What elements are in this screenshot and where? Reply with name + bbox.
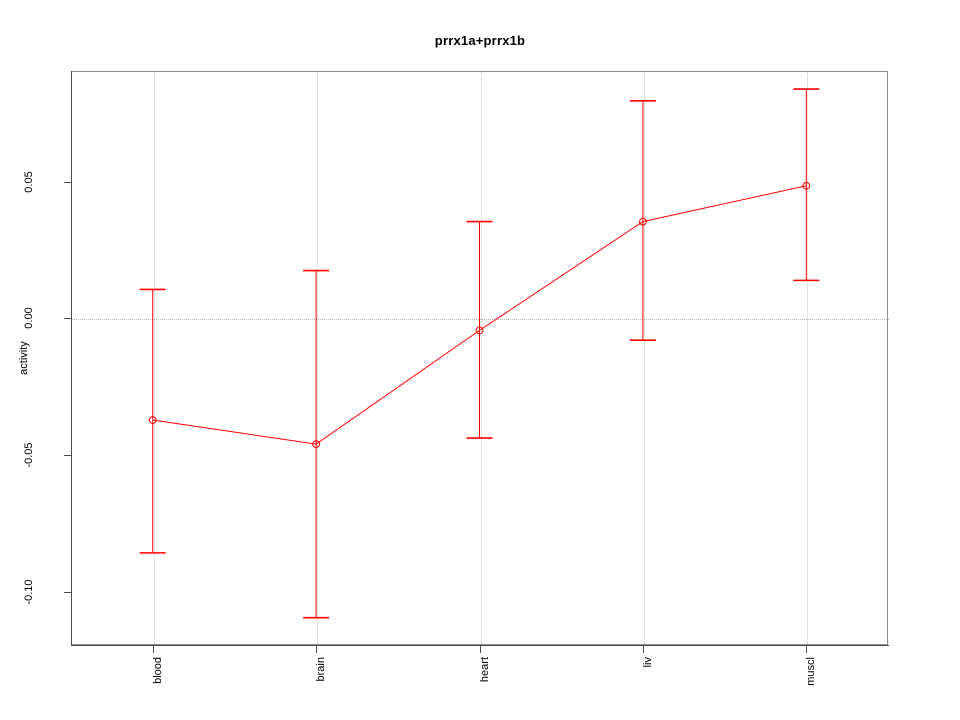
vertical-gridline	[807, 72, 809, 646]
x-tick-mark	[642, 646, 644, 653]
x-tick-label: liv	[641, 657, 654, 668]
vertical-gridline	[480, 72, 482, 646]
x-tick-mark	[316, 646, 318, 653]
plot-inner	[72, 72, 889, 646]
x-tick-label: muscl	[805, 657, 818, 686]
y-tick-label: 0.00	[23, 307, 35, 330]
x-tick-mark	[152, 646, 154, 653]
vertical-gridline	[153, 72, 155, 646]
y-tick-label: -0.05	[23, 442, 35, 468]
vertical-gridline	[643, 72, 645, 646]
x-axis-line	[71, 645, 889, 646]
chart-title: prrx1a+prrx1b	[434, 33, 526, 48]
x-tick-mark	[479, 646, 481, 653]
y-tick-mark	[64, 181, 71, 183]
y-tick-mark	[64, 591, 71, 593]
x-tick-label: heart	[478, 657, 491, 683]
x-tick-mark	[806, 646, 808, 653]
y-tick-mark	[64, 318, 71, 320]
x-tick-label: brain	[315, 657, 328, 682]
y-tick-label: -0.10	[23, 579, 35, 605]
vertical-gridline	[317, 72, 319, 646]
y-axis-line	[71, 71, 72, 646]
zero-gridline	[72, 319, 889, 321]
plot-area	[71, 71, 889, 646]
x-tick-label: blood	[151, 657, 164, 684]
y-axis-title: activity	[18, 341, 30, 375]
y-tick-mark	[64, 455, 71, 457]
y-tick-label: 0.05	[23, 170, 35, 193]
